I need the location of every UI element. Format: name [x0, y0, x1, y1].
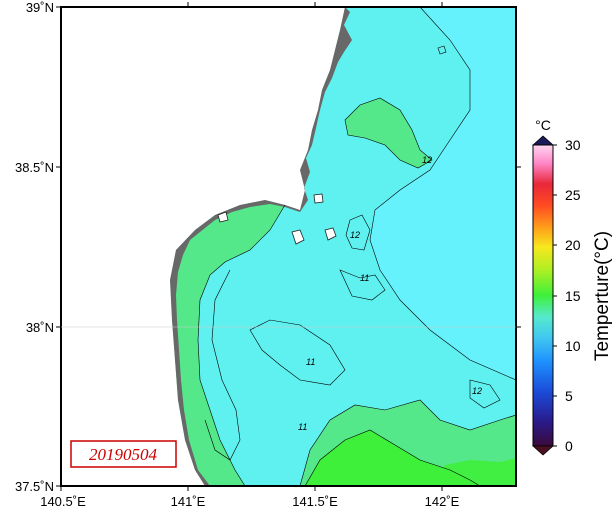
colorbar-tick-label: 10 [565, 338, 581, 354]
lon-tick-label: 141.5˚E [292, 494, 338, 509]
lon-tick-label: 142˚E [425, 494, 460, 509]
contour-label: 12 [350, 230, 360, 240]
colorbar-max-arrow [531, 135, 555, 146]
southern-hot-region-east [430, 458, 516, 486]
contour-label: 11 [360, 273, 369, 283]
island [324, 227, 337, 241]
offshore-cool-region [370, 7, 516, 380]
colorbar-title: Temperture(°C) [592, 231, 613, 361]
coastline-land [170, 7, 352, 486]
colorbar-ticks [553, 144, 557, 447]
contour-label: 11 [298, 422, 307, 432]
lon-tick-label: 141˚E [171, 494, 206, 509]
island [291, 229, 305, 245]
contour-label: 12 [472, 386, 482, 396]
lat-tick-label: 38˚N [26, 320, 54, 335]
southern-hot-region [305, 430, 480, 486]
colorbar-tick-label: 0 [565, 438, 573, 454]
colorbar: °C 30 25 20 15 10 5 0 Temperture(°C) [531, 117, 613, 456]
lat-tick-label: 38.5˚N [15, 160, 54, 175]
contour-label: 12 [422, 155, 432, 165]
island [217, 211, 229, 223]
lat-tick-label: 37.5˚N [15, 479, 54, 494]
contour-label: 11 [306, 357, 315, 367]
map-panel: 12 12 11 11 11 12 [61, 7, 516, 486]
colorbar-unit: °C [535, 117, 551, 133]
island [313, 193, 324, 204]
isotherm-contours [197, 7, 516, 486]
land-mainland [61, 7, 345, 486]
colorbar-scale [532, 144, 554, 447]
sea-surface [170, 7, 516, 486]
colorbar-tick-label: 15 [565, 288, 581, 304]
coastal-warm-strip [170, 200, 285, 486]
map-frame [56, 2, 521, 491]
colorbar-tick-label: 30 [565, 137, 581, 153]
date-stamp: 20190504 [70, 440, 177, 468]
lon-tick-label: 140.5˚E [40, 494, 86, 509]
offshore-warm-patch [345, 98, 432, 168]
date-label: 20190504 [89, 445, 158, 464]
colorbar-tick-label: 25 [565, 187, 581, 203]
colorbar-tick-label: 20 [565, 237, 581, 253]
colorbar-min-arrow [531, 445, 555, 456]
lat-tick-label: 39˚N [26, 0, 54, 15]
colorbar-tick-label: 5 [565, 388, 573, 404]
